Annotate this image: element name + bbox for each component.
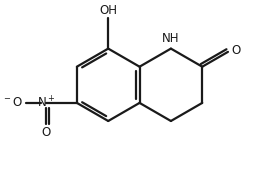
- Text: O: O: [41, 126, 51, 139]
- Text: O: O: [231, 44, 240, 57]
- Text: $\mathregular{^-O}$: $\mathregular{^-O}$: [2, 96, 23, 109]
- Text: NH: NH: [162, 32, 180, 44]
- Text: $\mathregular{N}^+$: $\mathregular{N}^+$: [37, 95, 55, 111]
- Text: OH: OH: [99, 4, 117, 17]
